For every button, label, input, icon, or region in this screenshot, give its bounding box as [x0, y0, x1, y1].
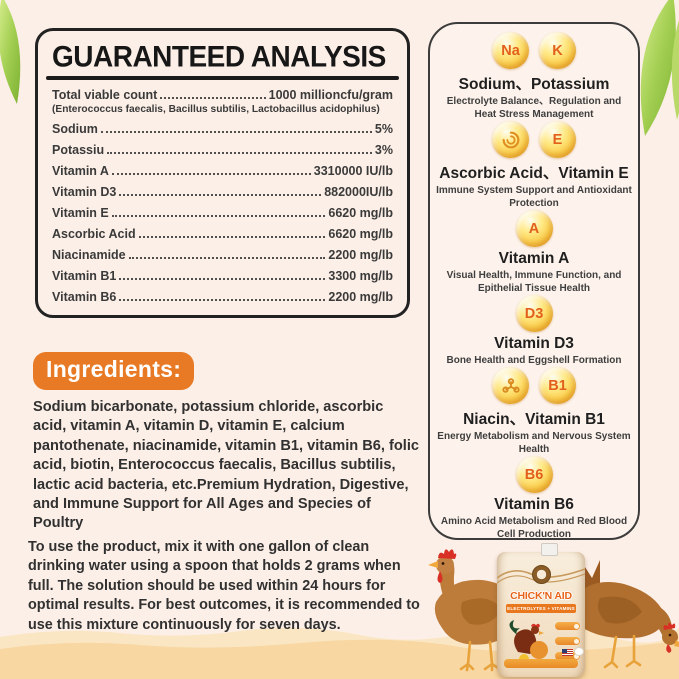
ingredients-text: Sodium bicarbonate, potassium chloride, … [33, 399, 420, 532]
product-subtitle: ELECTROLYTES + VITAMINS [506, 604, 576, 613]
a-badge-icon: A [515, 210, 553, 247]
dot-leader [100, 131, 372, 133]
nutrient-description: Amino Acid Metabolism and Red Blood Cell… [440, 516, 628, 540]
analysis-row-label: Sodium [52, 122, 98, 136]
nutrient-description: Visual Health, Immune Function, and Epit… [446, 270, 622, 294]
analysis-row: Vitamin B6 2200 mg/lb [52, 290, 393, 304]
analysis-row: Niacinamide 2200 mg/lb [52, 248, 393, 262]
dot-leader [119, 278, 326, 280]
nutrient-description: Energy Metabolism and Nervous System Hea… [437, 431, 631, 455]
dot-leader [160, 97, 266, 99]
analysis-row-label: Total viable count [52, 88, 158, 102]
analysis-row-note: (Enterococcus faecalis, Bacillus subtili… [52, 104, 380, 115]
analysis-row: Potassiu 3% [52, 143, 393, 157]
analysis-row-value: 2200 mg/lb [328, 290, 393, 304]
dot-leader [111, 215, 326, 217]
na-badge-icon: Na [492, 32, 529, 69]
nutrient-icons: B6 [435, 456, 633, 493]
nutrient-title: Vitamin D3 [494, 335, 574, 352]
brand-logo-icon [532, 565, 551, 584]
niacin-icon [492, 367, 529, 404]
analysis-row-value: 1000 millioncfu/gram [268, 88, 393, 102]
dot-leader [111, 173, 311, 175]
analysis-row-value: 3300 mg/lb [328, 269, 393, 283]
analysis-row-label: Ascorbic Acid [52, 227, 136, 241]
b6-badge-icon: B6 [515, 456, 553, 493]
dot-leader [107, 152, 372, 154]
feature-pill-icon [555, 637, 580, 645]
analysis-row-value: 6620 mg/lb [328, 206, 393, 220]
analysis-row-label: Vitamin A [52, 164, 109, 178]
guaranteed-analysis-box: GUARANTEED ANALYSIS Total viable count 1… [35, 28, 410, 318]
nutrient-icons: D3 [435, 295, 633, 332]
feature-pill-icon [555, 622, 580, 630]
product-name: CHICK'N AID [510, 590, 572, 602]
nutrient-title: Sodium、Potassium [458, 76, 610, 93]
analysis-row-value: 5% [374, 122, 393, 136]
analysis-row: Vitamin E 6620 mg/lb [52, 206, 393, 220]
analysis-row: Ascorbic Acid 6620 mg/lb [52, 227, 393, 241]
analysis-row-value: 2200 mg/lb [328, 248, 393, 262]
nutrient-card: Na K Sodium、Potassium Electrolyte Balance… [435, 32, 633, 121]
analysis-row-value: 3% [374, 143, 393, 157]
chicken-right-image [566, 556, 679, 669]
feature-bullets [555, 622, 580, 660]
nutrient-title: Niacin、Vitamin B1 [463, 411, 605, 428]
nutrient-description: Immune System Support and Antioxidant Pr… [436, 185, 632, 209]
nutrient-card: B6 Vitamin B6 Amino Acid Metabolism and … [435, 456, 633, 541]
e-badge-icon: E [539, 121, 576, 158]
certification-seal-icon [574, 647, 584, 656]
analysis-row: Total viable count 1000 millioncfu/gram [52, 88, 393, 102]
analysis-row-value: 882000IU/lb [324, 185, 393, 199]
nutrient-card: E Ascorbic Acid、Vitamin E Immune System … [435, 121, 633, 210]
feature-pill-icon [555, 652, 580, 660]
analysis-row-label: Vitamin D3 [52, 185, 117, 199]
nutrient-title: Vitamin B6 [494, 496, 574, 513]
title-divider [46, 76, 399, 80]
nutrient-title: Ascorbic Acid、Vitamin E [439, 165, 629, 182]
nutrient-card: A Vitamin A Visual Health, Immune Functi… [435, 210, 633, 295]
nutrient-benefits-panel: Na K Sodium、Potassium Electrolyte Balance… [428, 22, 640, 540]
analysis-row-label: Potassiu [52, 143, 105, 157]
analysis-row-label: Vitamin E [52, 206, 109, 220]
leaf-decoration-top-left [0, 0, 21, 104]
nutrient-icons: E [435, 121, 633, 158]
d3-badge-icon: D3 [515, 295, 553, 332]
analysis-row: Vitamin A 3310000 IU/lb [52, 164, 393, 178]
ingredients-badge: Ingredients: [33, 352, 195, 390]
nutrient-card: D3 Vitamin D3 Bone Health and Eggshell F… [435, 295, 633, 367]
analysis-row-value: 6620 mg/lb [328, 227, 393, 241]
ascorbic-acid-icon [492, 121, 529, 158]
usa-flag-icon [562, 649, 573, 656]
dot-leader [138, 236, 326, 238]
k-badge-icon: K [539, 32, 576, 69]
nutrient-icons: A [435, 210, 633, 247]
nutrient-description: Bone Health and Eggshell Formation [446, 355, 622, 366]
nutrient-card: B1 Niacin、Vitamin B1 Energy Metabolism a… [435, 367, 633, 456]
analysis-table: Total viable count 1000 millioncfu/gram … [52, 88, 393, 304]
analysis-row-label: Niacinamide [52, 248, 126, 262]
nutrient-description: Electrolyte Balance、Regulation and Heat … [446, 96, 622, 120]
nutrient-title: Vitamin A [498, 250, 570, 267]
dot-leader [119, 299, 326, 301]
analysis-row-label: Vitamin B1 [52, 269, 117, 283]
b1-badge-icon: B1 [539, 367, 576, 404]
product-scene: CHICK'N AID ELECTROLYTES + VITAMINS [420, 540, 679, 679]
analysis-row: Vitamin D3 882000IU/lb [52, 185, 393, 199]
dot-leader [128, 257, 326, 259]
guaranteed-analysis-title: GUARANTEED ANALYSIS [52, 40, 386, 73]
analysis-row-value: 3310000 IU/lb [313, 164, 393, 178]
pouch-spout [541, 543, 558, 556]
dot-leader [119, 194, 322, 196]
product-pouch: CHICK'N AID ELECTROLYTES + VITAMINS [497, 543, 585, 677]
usage-instructions: To use the product, mix it with one gall… [28, 539, 420, 633]
analysis-row: Vitamin B1 3300 mg/lb [52, 269, 393, 283]
nutrient-icons: B1 [435, 367, 633, 404]
pouch-bottom-banner [504, 659, 578, 668]
pouch-wave-decoration [497, 568, 585, 584]
nutrient-icons: Na K [435, 32, 633, 69]
analysis-row: Sodium 5% [52, 122, 393, 136]
analysis-row-label: Vitamin B6 [52, 290, 117, 304]
